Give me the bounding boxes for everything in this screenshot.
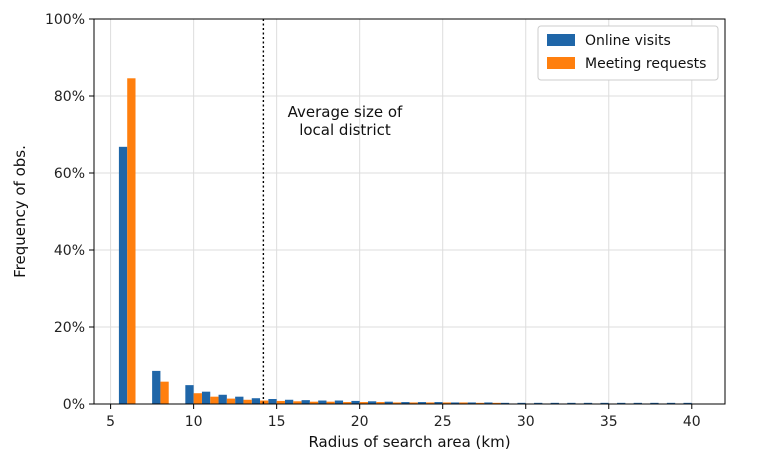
bar-online-visits xyxy=(301,400,310,404)
bar-online-visits xyxy=(666,402,676,404)
axis-ticks: 5 10 15 20 25 30 35 40 0% 20% 40% 60% 80% 100% xyxy=(45,12,701,430)
bar-online-visits xyxy=(284,399,294,404)
bar-meeting-requests xyxy=(409,402,418,404)
bar-meeting-requests xyxy=(226,398,236,404)
bar-online-visits xyxy=(218,394,227,404)
bar-meeting-requests xyxy=(392,402,402,404)
bar-online-visits xyxy=(534,402,543,404)
legend-label-meeting-requests: Meeting requests xyxy=(585,56,706,72)
legend-label-online-visits: Online visits xyxy=(585,33,671,49)
bar-online-visits xyxy=(600,402,609,404)
bar-online-visits xyxy=(118,146,128,404)
bar-meeting-requests xyxy=(442,402,452,404)
bar-online-visits xyxy=(152,370,161,404)
bar-meeting-requests xyxy=(376,402,385,404)
x-tick-label: 35 xyxy=(600,414,618,430)
x-tick-label: 5 xyxy=(106,414,115,430)
bar-meeting-requests xyxy=(193,393,202,404)
legend-box xyxy=(537,25,719,81)
bar-online-visits xyxy=(201,391,211,404)
bar-online-visits xyxy=(451,402,460,404)
bar-online-visits xyxy=(318,400,327,404)
y-tick-label: 80% xyxy=(54,89,85,105)
bar-meeting-requests xyxy=(426,402,435,404)
bar-meeting-requests xyxy=(276,400,285,404)
bar-meeting-requests xyxy=(359,402,368,404)
bar-meeting-requests xyxy=(326,401,335,404)
legend: Online visits Meeting requests xyxy=(537,25,719,81)
bar-online-visits xyxy=(467,402,476,404)
y-tick-label: 20% xyxy=(54,320,85,336)
x-tick-label: 40 xyxy=(683,414,701,430)
bar-meeting-requests xyxy=(309,401,319,404)
bar-online-visits xyxy=(251,398,261,404)
bar-meeting-requests xyxy=(243,399,252,404)
bar-online-visits xyxy=(367,401,377,404)
bar-meeting-requests xyxy=(260,400,269,404)
bar-online-visits xyxy=(617,402,626,404)
bar-online-visits xyxy=(434,402,443,404)
y-axis-label: Frequency of obs. xyxy=(11,145,29,278)
x-tick-label: 25 xyxy=(434,414,452,430)
y-tick-label: 100% xyxy=(45,12,85,28)
bar-online-visits xyxy=(268,398,277,404)
bar-online-visits xyxy=(550,402,559,404)
bar-meeting-requests xyxy=(210,396,219,404)
bar-online-visits xyxy=(417,402,427,404)
bar-online-visits xyxy=(650,402,659,404)
bar-online-visits xyxy=(633,402,642,404)
bar-online-visits xyxy=(484,402,493,404)
plot-frame xyxy=(93,18,726,405)
x-tick-label: 15 xyxy=(268,414,286,430)
x-tick-label: 10 xyxy=(185,414,203,430)
bar-online-visits xyxy=(384,401,393,404)
bar-online-visits xyxy=(500,402,510,404)
y-tick-label: 40% xyxy=(54,243,85,259)
bar-meeting-requests xyxy=(492,402,501,404)
legend-swatch-meeting-requests xyxy=(547,57,575,69)
bar-online-visits xyxy=(334,400,344,404)
x-tick-label: 30 xyxy=(517,414,535,430)
x-tick-label: 20 xyxy=(351,414,369,430)
reference-label-line2: local district xyxy=(299,121,391,139)
bar-online-visits xyxy=(235,396,244,404)
bar-online-visits xyxy=(567,402,576,404)
bar-online-visits xyxy=(517,402,526,404)
bar-meeting-requests xyxy=(293,401,302,404)
bar-meeting-requests xyxy=(160,381,169,404)
bar-online-visits xyxy=(683,402,692,404)
y-tick-label: 60% xyxy=(54,166,85,182)
bar-meeting-requests xyxy=(343,402,352,404)
bar-online-visits xyxy=(583,402,593,404)
bars-group xyxy=(118,78,692,404)
reference-label-line1: Average size of xyxy=(288,103,403,121)
x-axis-label: Radius of search area (km) xyxy=(308,433,510,451)
legend-swatch-online-visits xyxy=(547,34,575,46)
y-tick-label: 0% xyxy=(63,397,85,413)
bar-meeting-requests xyxy=(127,78,136,404)
bar-online-visits xyxy=(351,400,360,404)
bar-meeting-requests xyxy=(475,402,485,404)
bar-meeting-requests xyxy=(459,402,468,404)
bar-online-visits xyxy=(185,385,194,404)
bar-online-visits xyxy=(401,402,410,404)
